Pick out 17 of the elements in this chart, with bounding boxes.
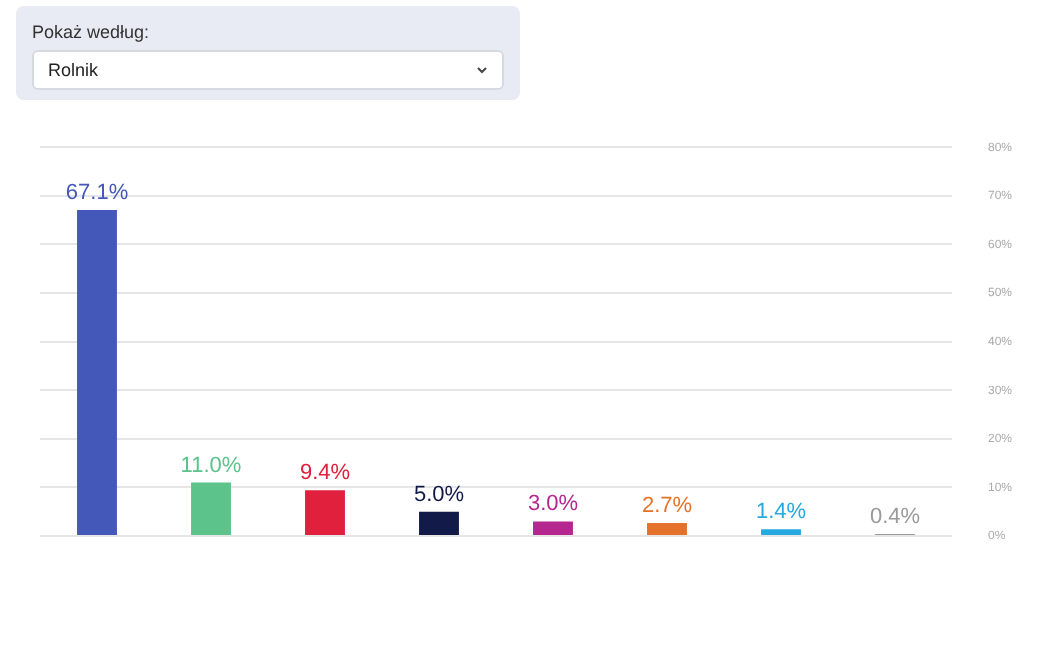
- bar: [533, 521, 573, 535]
- data-label: 5.0%: [413, 482, 465, 507]
- bar: [77, 209, 117, 535]
- data-label: 9.4%: [299, 461, 351, 486]
- bar: [419, 511, 459, 535]
- bar: [191, 482, 231, 535]
- data-label: 1.4%: [755, 500, 807, 525]
- data-label: 0.4%: [869, 505, 921, 530]
- text: Rolnik: [48, 60, 99, 80]
- data-label: 11.0%: [180, 453, 242, 478]
- data-label: 2.7%: [641, 493, 693, 518]
- data-label: 67.1%: [65, 180, 129, 205]
- bar: [761, 529, 801, 535]
- bar: [305, 490, 345, 535]
- bar: [647, 522, 687, 535]
- text: Pokaż według:: [32, 22, 150, 42]
- data-label: 3.0%: [527, 492, 579, 517]
